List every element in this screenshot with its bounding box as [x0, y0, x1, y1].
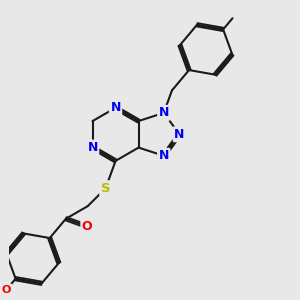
Text: N: N [159, 106, 169, 119]
Text: N: N [110, 101, 121, 114]
Text: O: O [82, 220, 92, 233]
Text: S: S [101, 182, 110, 195]
Text: N: N [159, 149, 169, 162]
Text: O: O [2, 285, 11, 295]
Text: N: N [87, 141, 98, 154]
Text: N: N [174, 128, 184, 141]
